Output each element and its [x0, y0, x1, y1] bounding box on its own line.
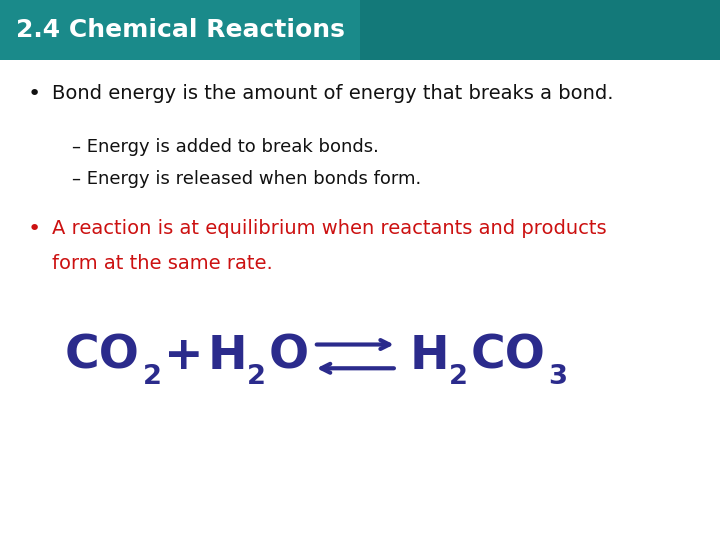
Text: CO: CO: [65, 334, 140, 379]
Text: 3: 3: [549, 364, 567, 390]
Text: H: H: [207, 334, 247, 379]
Text: O: O: [269, 334, 309, 379]
Text: – Energy is added to break bonds.: – Energy is added to break bonds.: [72, 138, 379, 156]
Text: •: •: [27, 219, 40, 239]
Text: 2.4 Chemical Reactions: 2.4 Chemical Reactions: [16, 18, 345, 42]
Text: Bond energy is the amount of energy that breaks a bond.: Bond energy is the amount of energy that…: [52, 84, 613, 103]
Text: – Energy is released when bonds form.: – Energy is released when bonds form.: [72, 170, 421, 188]
Text: 2: 2: [247, 364, 266, 390]
Text: •: •: [27, 84, 40, 104]
Text: 2: 2: [449, 364, 468, 390]
Text: H: H: [410, 334, 449, 379]
Text: CO: CO: [471, 334, 546, 379]
Text: 2: 2: [143, 364, 161, 390]
Bar: [0, 0, 720, 60]
Text: +: +: [164, 334, 204, 379]
Text: form at the same rate.: form at the same rate.: [52, 254, 273, 273]
Bar: [360, 0, 720, 60]
Text: A reaction is at equilibrium when reactants and products: A reaction is at equilibrium when reacta…: [52, 219, 606, 238]
